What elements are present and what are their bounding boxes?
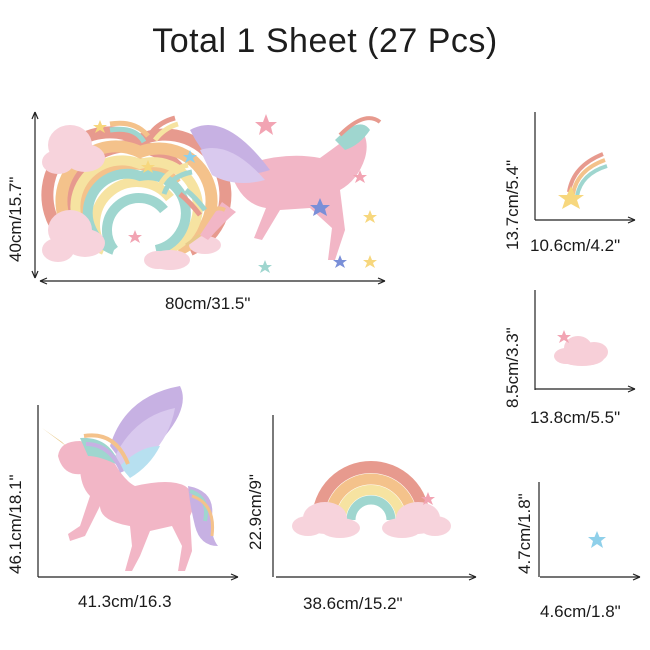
star-width-label: 4.6cm/1.8" — [540, 602, 621, 621]
sheet-artwork — [41, 114, 382, 273]
shooting-star-height-label: 13.7cm/5.4" — [503, 159, 522, 250]
sheet-height-line — [31, 111, 39, 279]
shooting-star-height-line — [534, 112, 536, 220]
unicorn-graphic — [42, 386, 218, 571]
shooting-star-width-line — [535, 216, 636, 224]
sheet-width-line — [39, 277, 386, 285]
star-height-label: 4.7cm/1.8" — [515, 493, 534, 574]
cloud-height-label: 8.5cm/3.3" — [503, 327, 522, 408]
rainbow-width-label: 38.6cm/15.2" — [303, 594, 403, 613]
star-graphic — [588, 531, 606, 548]
star-height-line — [538, 482, 540, 577]
rainbow-height-label: 22.9cm/9" — [246, 474, 265, 550]
shooting-star-width-label: 10.6cm/4.2" — [530, 236, 621, 255]
rainbow-arch-graphic — [292, 461, 451, 538]
cloud-height-line — [534, 290, 536, 390]
unicorn-width-label: 41.3cm/16.3 — [78, 592, 172, 611]
cloud-graphic — [554, 330, 608, 366]
star-width-line — [540, 573, 641, 581]
cloud-width-label: 13.8cm/5.5" — [530, 408, 621, 427]
rainbow-width-line — [276, 573, 477, 581]
unicorn-height-line — [37, 405, 39, 577]
sheet-width-label: 80cm/31.5" — [165, 294, 251, 313]
cloud-width-line — [535, 385, 636, 393]
rainbow-height-line — [272, 415, 274, 577]
unicorn-height-label: 46.1cm/18.1" — [6, 474, 25, 574]
page-title: Total 1 Sheet (27 Pcs) — [152, 22, 498, 60]
unicorn-width-line — [38, 573, 239, 581]
sheet-height-label: 40cm/15.7" — [6, 176, 25, 262]
shooting-star-graphic — [558, 152, 608, 209]
